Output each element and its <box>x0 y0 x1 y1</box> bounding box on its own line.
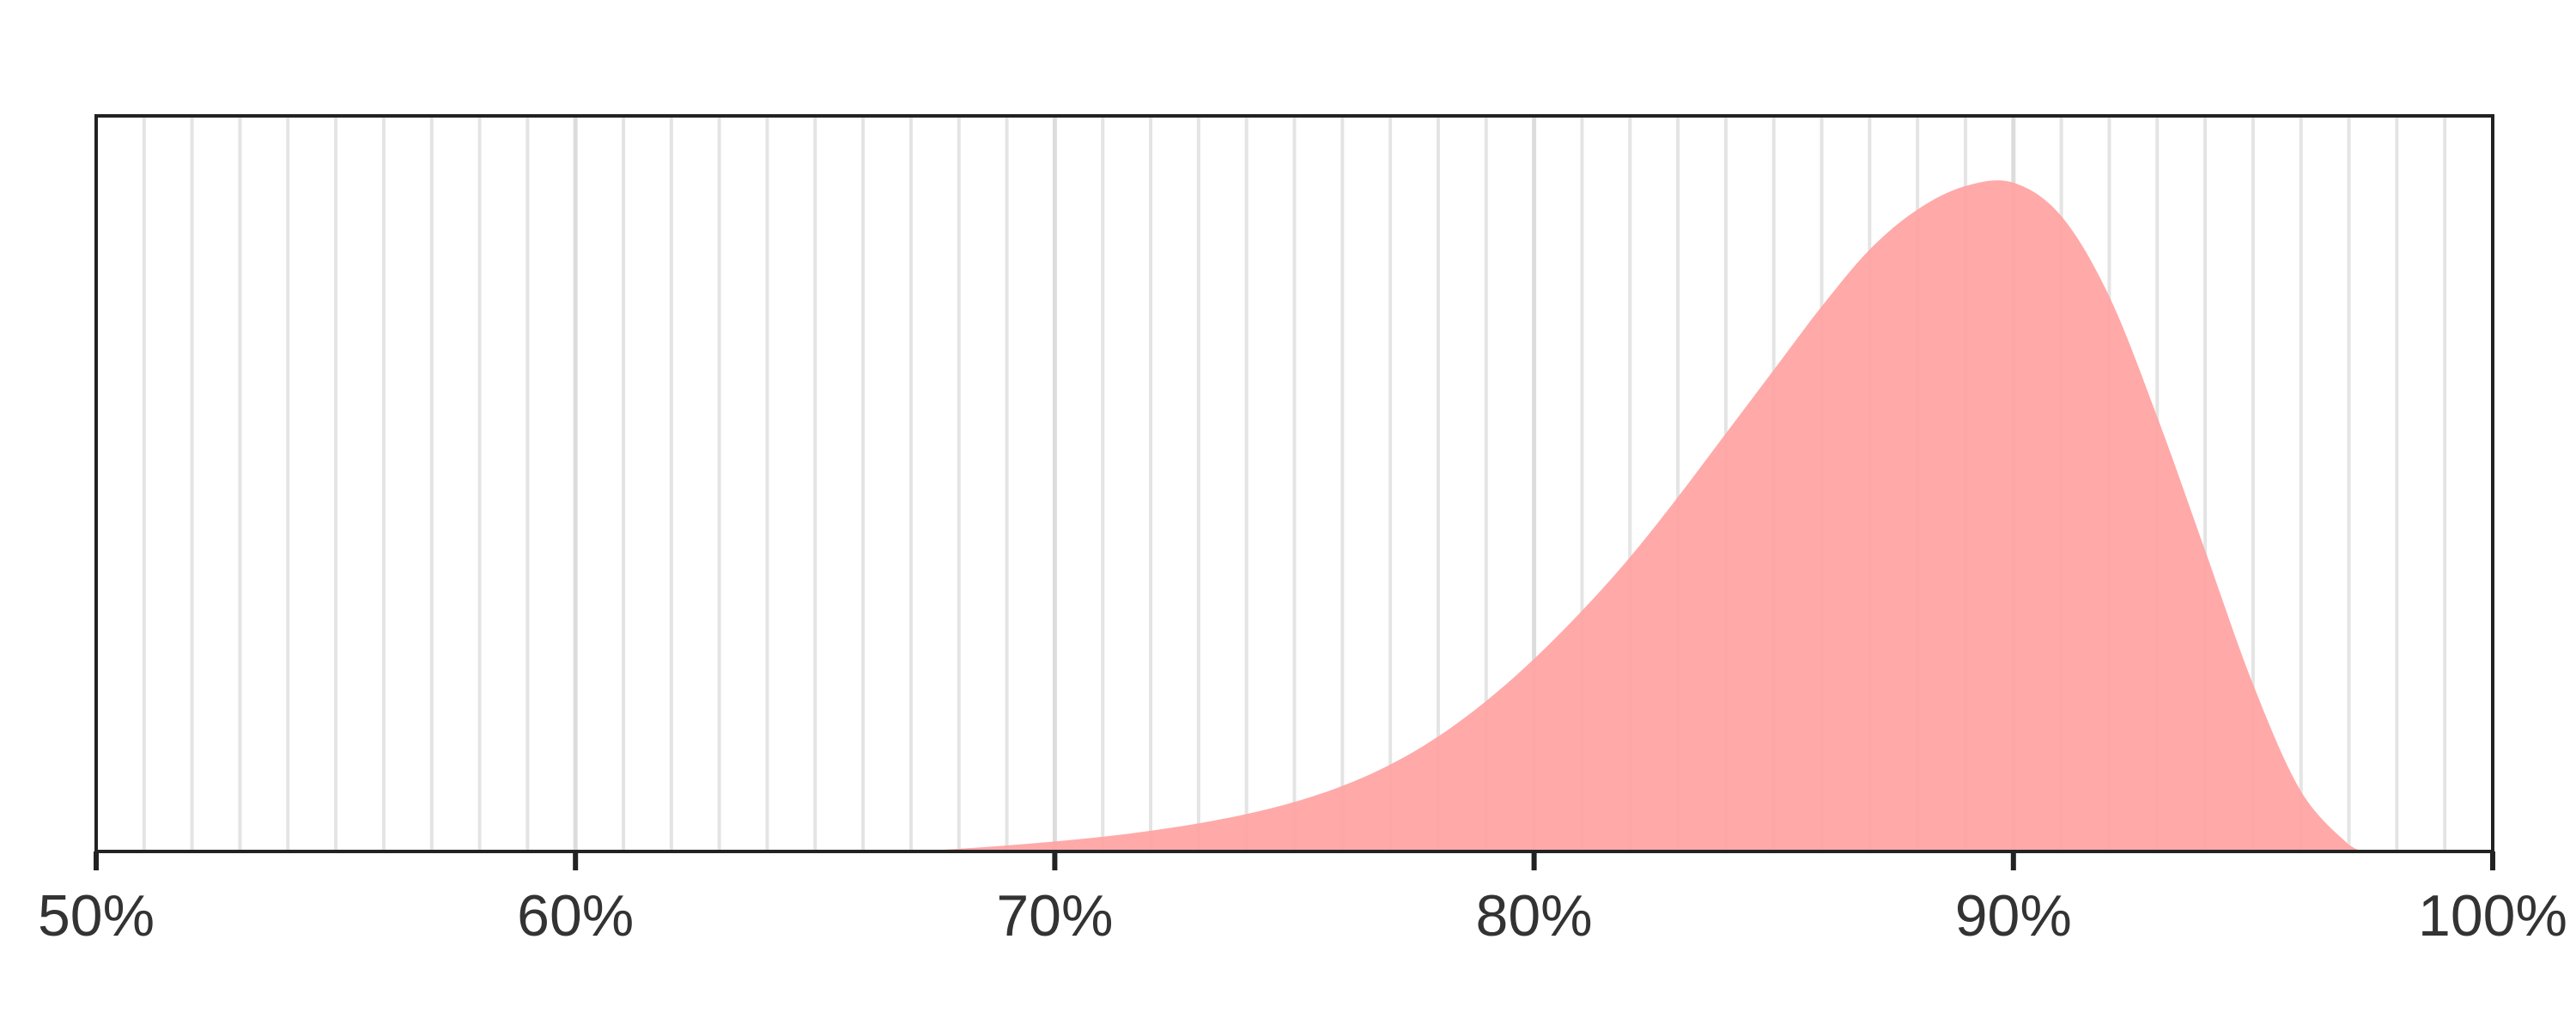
x-tick-label: 80% <box>1476 883 1593 948</box>
plot-frame <box>94 114 2494 853</box>
density-area <box>815 180 2364 851</box>
x-tick-label: 50% <box>38 883 155 948</box>
x-tick-label: 100% <box>2418 883 2567 948</box>
x-axis-tick-labels: 50% 60% 70% 80% 90% 100% <box>38 883 2567 948</box>
x-tick-label: 70% <box>996 883 1113 948</box>
x-tick-label: 60% <box>517 883 634 948</box>
x-axis-ticks <box>94 851 2495 870</box>
x-tick-label: 90% <box>1955 883 2072 948</box>
